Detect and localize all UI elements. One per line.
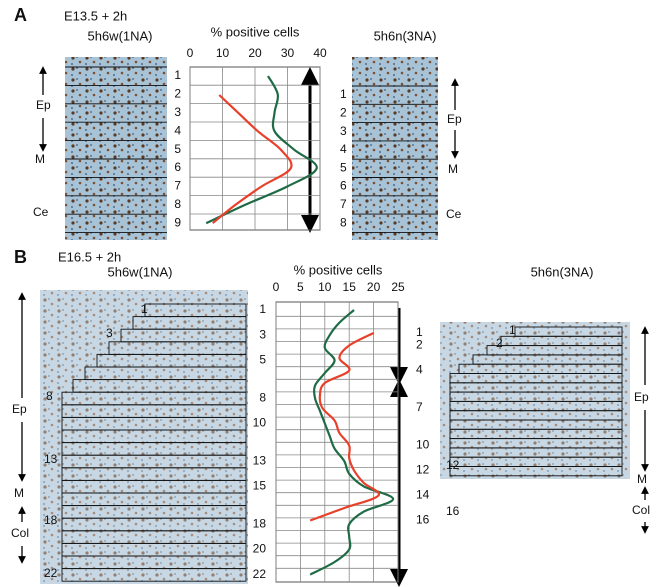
image-row-label: 13: [44, 452, 58, 466]
row-label: 4: [340, 142, 347, 156]
row-label: 6: [340, 179, 347, 193]
series-line: [309, 332, 381, 522]
row-label: 1: [416, 325, 423, 339]
x-tick-label: 15: [343, 280, 357, 294]
zone-label: Ep: [634, 390, 649, 404]
image-row-label: 16: [446, 504, 460, 518]
condition: E16.5 + 2h: [58, 249, 121, 264]
panel-label: B: [14, 247, 27, 267]
row-label: 9: [174, 215, 181, 229]
panel-label: A: [14, 5, 27, 25]
image-row-label: 3: [106, 326, 113, 340]
row-label: 8: [259, 390, 266, 404]
zone-label: M: [35, 152, 45, 166]
micrograph-a-left: [65, 57, 167, 240]
row-label: 18: [253, 516, 267, 530]
section-box: [61, 568, 247, 582]
row-label: 2: [340, 105, 347, 119]
row-label: 2: [416, 338, 423, 352]
row-label: 15: [253, 479, 267, 493]
row-label: 14: [416, 488, 430, 502]
chart-title: % positive cells: [294, 262, 383, 277]
x-tick-label: 5: [297, 280, 304, 294]
series-line: [205, 75, 318, 225]
row-label: 12: [416, 463, 430, 477]
section-box: [449, 466, 623, 477]
micrograph-a-right: [352, 57, 438, 240]
series-heading: 5h6w(1NA): [107, 264, 172, 279]
image-row-label: 8: [46, 389, 53, 403]
image-row-label: 12: [446, 458, 460, 472]
x-tick-label: 10: [216, 46, 230, 60]
x-tick-label: 25: [391, 280, 405, 294]
row-label: 22: [253, 567, 267, 581]
row-label: 13: [253, 453, 267, 467]
micrograph-b-left: [40, 290, 248, 584]
series-heading: 5h6n(3NA): [374, 28, 437, 43]
x-tick-label: 20: [367, 280, 381, 294]
row-label: 7: [174, 179, 181, 193]
series-line: [212, 94, 293, 224]
x-tick-label: 10: [318, 280, 332, 294]
x-tick-label: 0: [273, 280, 280, 294]
row-label: 7: [340, 197, 347, 211]
series-heading: 5h6n(3NA): [531, 264, 594, 279]
condition: E13.5 + 2h: [64, 8, 127, 23]
zone-label: M: [448, 162, 458, 176]
row-label: 8: [340, 215, 347, 229]
row-label: 3: [174, 105, 181, 119]
row-label: 3: [340, 124, 347, 138]
image-row-label: 22: [44, 566, 58, 580]
row-label: 4: [416, 363, 423, 377]
image-row-label: 1: [141, 302, 148, 316]
zone-label: Ce: [446, 207, 462, 221]
row-label: 1: [340, 87, 347, 101]
row-label: 4: [174, 123, 181, 137]
row-label: 7: [416, 400, 423, 414]
row-label: 1: [174, 68, 181, 82]
image-row-label: 2: [496, 336, 503, 350]
micrograph-b-right: [440, 322, 630, 479]
zone-label: Col: [11, 526, 29, 540]
row-label: 20: [253, 542, 267, 556]
zone-label: Ep: [36, 98, 51, 112]
x-tick-label: 30: [281, 46, 295, 60]
row-label: 16: [416, 513, 430, 527]
row-label: 3: [259, 327, 266, 341]
zone-label: M: [637, 472, 647, 486]
zone-label: Col: [632, 503, 650, 517]
chart-title: % positive cells: [211, 24, 300, 39]
row-label: 5: [174, 142, 181, 156]
row-label: 10: [253, 416, 267, 430]
zone-label: Ce: [33, 205, 49, 219]
row-label: 10: [416, 438, 430, 452]
section-lines: [61, 66, 623, 582]
row-label: 8: [174, 197, 181, 211]
zone-label: Ep: [12, 402, 27, 416]
zone-label: Ep: [447, 112, 462, 126]
series-heading: 5h6w(1NA): [87, 28, 152, 43]
arrow-bars: [301, 67, 408, 587]
row-label: 5: [340, 160, 347, 174]
x-tick-label: 20: [248, 46, 262, 60]
row-label: 2: [174, 87, 181, 101]
row-label: 6: [174, 160, 181, 174]
row-label: 5: [259, 353, 266, 367]
zone-label: M: [14, 486, 24, 500]
image-row-label: 1: [509, 323, 516, 337]
zone-arrows: [18, 66, 649, 564]
series-line: [309, 309, 395, 576]
image-row-label: 18: [44, 513, 58, 527]
row-label: 1: [259, 302, 266, 316]
x-tick-label: 40: [313, 46, 327, 60]
x-tick-label: 0: [187, 46, 194, 60]
